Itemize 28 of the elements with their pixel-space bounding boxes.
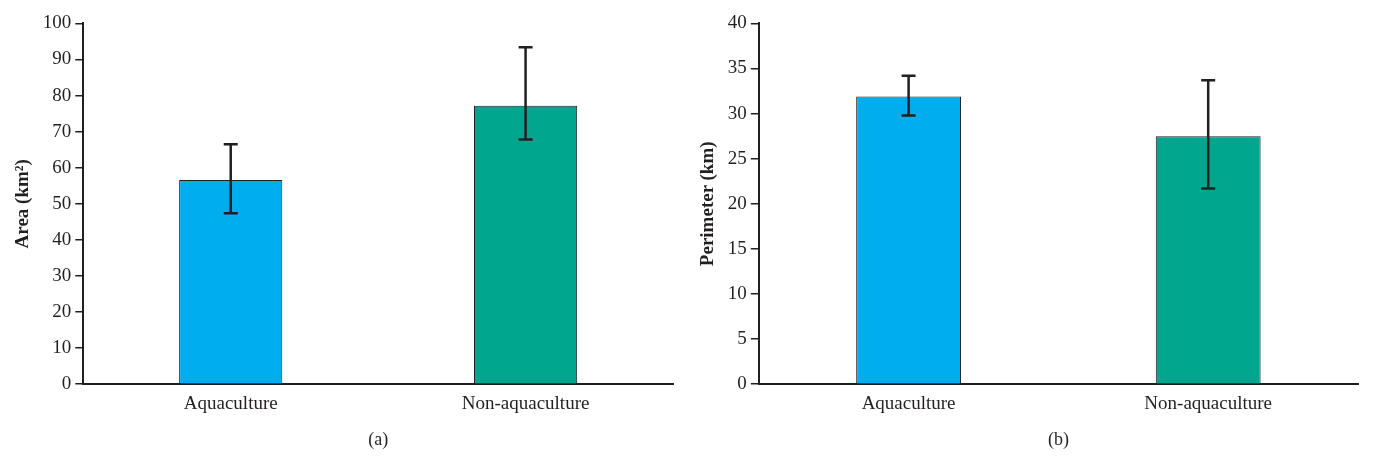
y-tick-label: 40 — [52, 227, 72, 249]
y-axis-title: Perimeter (km) — [696, 141, 719, 267]
x-tick-label: Non-aquaculture — [1144, 391, 1273, 413]
y-axis-title: Area (km²) — [11, 159, 34, 249]
y-tick-label: 90 — [52, 47, 72, 69]
y-tick-label: 80 — [52, 83, 72, 105]
y-tick-label: 25 — [727, 146, 747, 168]
y-tick-label: 10 — [52, 336, 72, 358]
text: (a) — [368, 428, 389, 450]
x-tick-label: Aquaculture — [183, 391, 278, 413]
x-tick-label: Non-aquaculture — [461, 391, 590, 413]
text: (b) — [1047, 428, 1069, 450]
y-tick-label: 70 — [52, 119, 72, 141]
y-tick-label: 5 — [737, 327, 747, 349]
y-tick-label: 30 — [727, 101, 747, 123]
x-tick-label: Aquaculture — [861, 391, 956, 413]
y-tick-label: 35 — [727, 56, 747, 78]
y-tick-label: 20 — [52, 300, 72, 322]
y-tick-label: 0 — [737, 372, 747, 394]
y-tick-label: 0 — [61, 372, 72, 394]
y-tick-label: 100 — [42, 11, 72, 33]
y-tick-label: 30 — [52, 263, 72, 285]
y-tick-label: 20 — [727, 191, 747, 213]
y-tick-label: 60 — [52, 155, 72, 177]
y-tick-label: 10 — [727, 281, 747, 303]
y-tick-label: 15 — [727, 236, 747, 258]
y-tick-label: 40 — [727, 11, 747, 33]
y-tick-label: 50 — [52, 191, 72, 213]
